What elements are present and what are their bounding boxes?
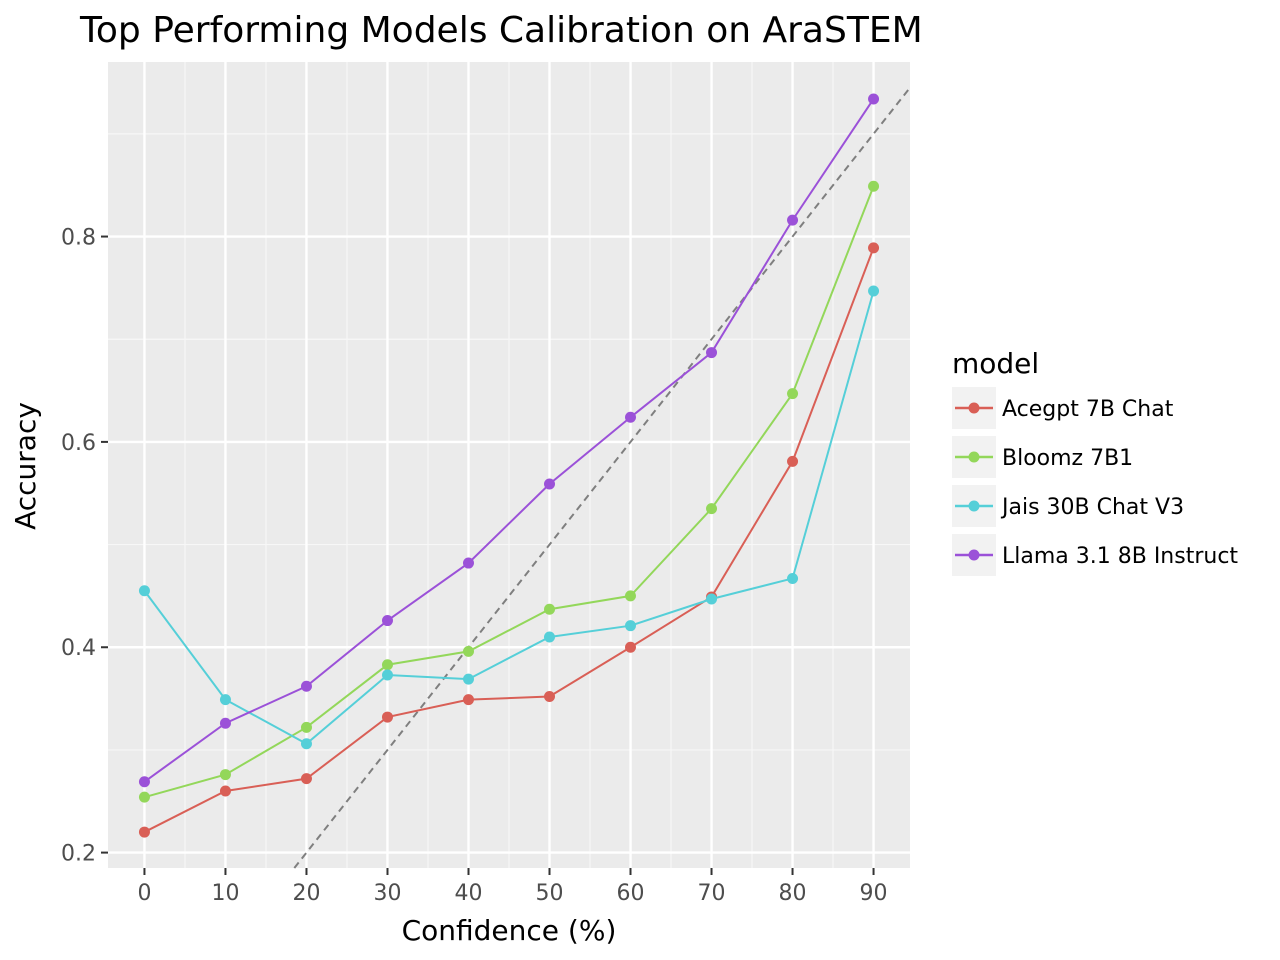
data-point xyxy=(219,769,231,781)
data-point xyxy=(544,691,556,703)
minor-gridlines xyxy=(108,62,910,868)
legend-item: Acegpt 7B Chat xyxy=(952,387,1174,429)
data-point xyxy=(462,694,474,706)
perfect-calibration-line xyxy=(293,87,911,869)
data-point xyxy=(300,773,312,785)
y-axis: 0.2 0.4 0.6 0.8 xyxy=(61,226,108,867)
data-point xyxy=(219,694,231,706)
legend-item: Llama 3.1 8B Instruct xyxy=(952,534,1238,576)
y-axis-title: Accuracy xyxy=(9,402,42,530)
chart-title: Top Performing Models Calibration on Ara… xyxy=(79,10,923,51)
x-tick-label: 50 xyxy=(536,881,564,906)
x-tick-label: 30 xyxy=(373,881,401,906)
data-point xyxy=(868,242,880,254)
data-point xyxy=(138,776,150,788)
data-point xyxy=(868,285,880,297)
data-point xyxy=(381,615,393,627)
legend-item: Jais 30B Chat V3 xyxy=(952,485,1184,527)
y-tick-label: 0.2 xyxy=(61,842,96,867)
legend-key-point xyxy=(968,500,980,512)
legend-label: Acegpt 7B Chat xyxy=(1002,397,1174,422)
data-point xyxy=(625,620,637,632)
legend-label: Bloomz 7B1 xyxy=(1002,446,1133,471)
series-1 xyxy=(138,180,880,803)
x-tick-label: 70 xyxy=(698,881,726,906)
data-point xyxy=(787,214,799,226)
data-point xyxy=(381,669,393,681)
x-axis-title: Confidence (%) xyxy=(402,914,617,947)
y-tick-label: 0.4 xyxy=(61,636,96,661)
legend: Acegpt 7B Chat Bloomz 7B1 Jais 30B Chat V3… xyxy=(952,387,1238,576)
data-point xyxy=(706,347,718,359)
series-layer xyxy=(138,93,880,838)
data-point xyxy=(219,785,231,797)
data-point xyxy=(625,411,637,423)
series-2 xyxy=(138,285,880,750)
x-tick-label: 0 xyxy=(137,881,151,906)
data-point xyxy=(462,557,474,569)
data-point xyxy=(787,388,799,400)
legend-title: model xyxy=(952,347,1039,380)
legend-key-point xyxy=(968,402,980,414)
series-line xyxy=(143,290,875,745)
series-3 xyxy=(138,93,880,788)
x-tick-label: 80 xyxy=(779,881,807,906)
legend-label: Jais 30B Chat V3 xyxy=(1000,495,1184,520)
data-point xyxy=(138,826,150,838)
legend-label: Llama 3.1 8B Instruct xyxy=(1002,544,1238,569)
x-tick-label: 60 xyxy=(617,881,645,906)
data-point xyxy=(625,641,637,653)
data-point xyxy=(787,572,799,584)
data-point xyxy=(300,680,312,692)
data-point xyxy=(462,645,474,657)
data-point xyxy=(381,711,393,723)
y-tick-label: 0.8 xyxy=(61,226,96,251)
data-point xyxy=(219,717,231,729)
data-point xyxy=(706,503,718,515)
data-point xyxy=(544,478,556,490)
data-point xyxy=(544,631,556,643)
data-point xyxy=(625,590,637,602)
x-axis: 0 10 20 30 40 50 60 70 80 90 xyxy=(137,868,888,906)
y-tick-label: 0.6 xyxy=(61,431,96,456)
data-point xyxy=(462,673,474,685)
x-tick-label: 10 xyxy=(211,881,239,906)
reference-line-layer xyxy=(293,87,911,869)
data-point xyxy=(868,93,880,105)
data-point xyxy=(787,455,799,467)
data-point xyxy=(300,738,312,750)
legend-key-point xyxy=(968,549,980,561)
data-point xyxy=(868,180,880,192)
legend-key-point xyxy=(968,451,980,463)
data-point xyxy=(138,585,150,597)
x-tick-label: 40 xyxy=(454,881,482,906)
data-point xyxy=(138,791,150,803)
data-point xyxy=(381,659,393,671)
series-line xyxy=(143,98,875,783)
data-point xyxy=(706,593,718,605)
series-line xyxy=(144,247,875,833)
data-point xyxy=(300,721,312,733)
series-line xyxy=(144,185,875,799)
legend-item: Bloomz 7B1 xyxy=(952,436,1133,478)
data-point xyxy=(544,603,556,615)
x-tick-label: 20 xyxy=(292,881,320,906)
x-tick-label: 90 xyxy=(860,881,888,906)
